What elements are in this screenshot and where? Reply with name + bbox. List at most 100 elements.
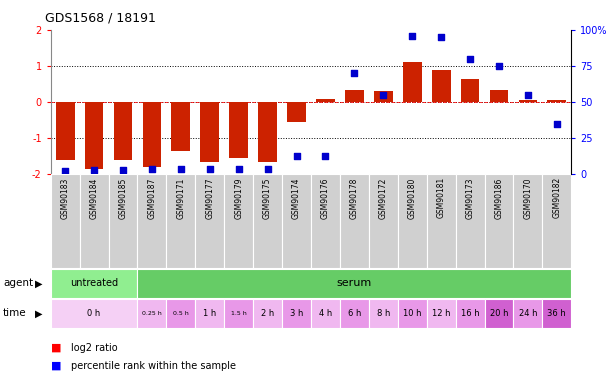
Text: 0.25 h: 0.25 h (142, 311, 162, 316)
Bar (229, 102, 248, 158)
Bar (513, 174, 543, 268)
Bar (456, 174, 485, 268)
Bar (85, 102, 103, 169)
Point (176, 166, 186, 172)
Bar (485, 174, 513, 268)
Point (60, 168, 70, 174)
Bar (398, 174, 426, 268)
Bar (258, 102, 277, 162)
Text: GSM90176: GSM90176 (321, 177, 330, 219)
Text: GSM90171: GSM90171 (177, 177, 185, 219)
Point (89, 167, 99, 173)
Bar (166, 174, 196, 268)
Point (465, 56, 475, 62)
Bar (456, 299, 485, 328)
Text: 3 h: 3 h (290, 309, 303, 318)
Point (349, 70, 359, 76)
Text: GSM90185: GSM90185 (119, 177, 128, 219)
Bar (51, 269, 137, 298)
Text: GSM90178: GSM90178 (350, 177, 359, 219)
Bar (282, 174, 311, 268)
Text: untreated: untreated (70, 279, 118, 288)
Bar (426, 299, 456, 328)
Text: GSM90181: GSM90181 (437, 177, 445, 218)
Bar (166, 299, 196, 328)
Bar (51, 174, 79, 268)
Bar (137, 174, 166, 268)
Bar (403, 63, 422, 102)
Text: GSM90186: GSM90186 (494, 177, 503, 219)
Bar (196, 174, 224, 268)
Text: GSM90187: GSM90187 (147, 177, 156, 219)
Text: GSM90177: GSM90177 (205, 177, 214, 219)
Bar (311, 299, 340, 328)
Bar (432, 70, 450, 102)
Bar (200, 102, 219, 162)
Text: 1 h: 1 h (203, 309, 216, 318)
Text: GSM90172: GSM90172 (379, 177, 388, 219)
Bar (56, 102, 75, 160)
Text: 16 h: 16 h (461, 309, 480, 318)
Text: GSM90173: GSM90173 (466, 177, 475, 219)
Text: log2 ratio: log2 ratio (71, 343, 117, 353)
Bar (543, 299, 571, 328)
Text: ▶: ▶ (35, 279, 43, 288)
Bar (137, 269, 571, 298)
Point (494, 63, 504, 69)
Bar (253, 174, 282, 268)
Bar (340, 174, 369, 268)
Point (408, 33, 417, 39)
Bar (311, 174, 340, 268)
Point (263, 166, 273, 172)
Point (552, 121, 562, 127)
Bar (79, 174, 109, 268)
Text: 4 h: 4 h (319, 309, 332, 318)
Bar (253, 299, 282, 328)
Bar (137, 299, 166, 328)
Text: 20 h: 20 h (490, 309, 508, 318)
Bar (340, 299, 369, 328)
Bar (142, 102, 161, 167)
Text: GSM90180: GSM90180 (408, 177, 417, 219)
Text: GSM90179: GSM90179 (234, 177, 243, 219)
Bar (287, 102, 306, 122)
Bar (196, 299, 224, 328)
Point (523, 92, 533, 98)
Bar (485, 299, 513, 328)
Text: ▶: ▶ (35, 309, 43, 318)
Bar (172, 102, 190, 151)
Text: ■: ■ (51, 343, 61, 353)
Bar (398, 299, 426, 328)
Text: 1.5 h: 1.5 h (231, 311, 247, 316)
Bar (369, 299, 398, 328)
Bar (224, 174, 253, 268)
Text: 0.5 h: 0.5 h (173, 311, 189, 316)
Text: 10 h: 10 h (403, 309, 422, 318)
Bar (114, 102, 133, 160)
Point (205, 166, 214, 172)
Text: time: time (3, 309, 27, 318)
Bar (543, 174, 571, 268)
Bar (282, 299, 311, 328)
Bar (489, 90, 508, 102)
Text: agent: agent (3, 279, 33, 288)
Text: 6 h: 6 h (348, 309, 361, 318)
Bar (109, 174, 137, 268)
Text: percentile rank within the sample: percentile rank within the sample (71, 361, 236, 370)
Text: GSM90182: GSM90182 (552, 177, 562, 218)
Bar (51, 299, 137, 328)
Bar (224, 299, 253, 328)
Text: GDS1568 / 18191: GDS1568 / 18191 (45, 11, 155, 24)
Bar (345, 90, 364, 102)
Point (147, 166, 157, 172)
Bar (547, 100, 566, 102)
Point (436, 34, 446, 40)
Bar (426, 174, 456, 268)
Text: GSM90183: GSM90183 (60, 177, 70, 219)
Text: 36 h: 36 h (547, 309, 566, 318)
Bar (369, 174, 398, 268)
Point (378, 92, 388, 98)
Bar (513, 299, 543, 328)
Bar (316, 99, 335, 102)
Point (291, 153, 301, 159)
